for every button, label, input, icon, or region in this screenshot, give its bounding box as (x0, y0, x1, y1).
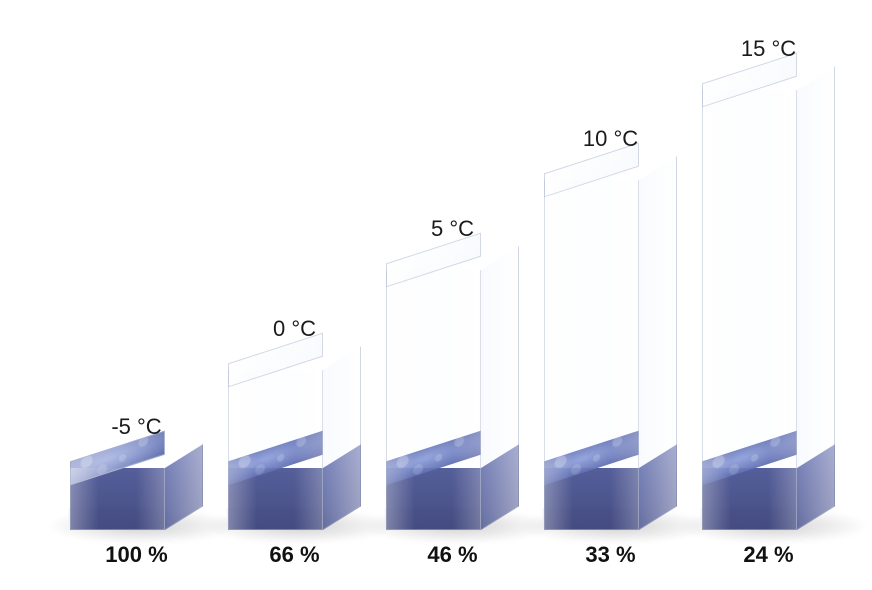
temperature-label: 0 °C (273, 316, 316, 342)
bar-column: 15 °C24 % (702, 26, 835, 530)
percentage-label: 24 % (743, 542, 793, 568)
percentage-label: 33 % (585, 542, 635, 568)
glass-front (228, 370, 323, 530)
bar-column: 5 °C46 % (386, 206, 519, 530)
bar-column: 0 °C66 % (228, 306, 361, 530)
bar-column: -5 °C100 % (70, 404, 203, 530)
glass-side (639, 156, 677, 530)
temperature-label: 15 °C (741, 36, 796, 62)
temperature-label: 5 °C (431, 216, 474, 242)
humidity-3d-bar-chart: -5 °C100 %0 °C66 %5 °C46 %10 °C33 %15 °C… (0, 0, 872, 590)
bar-column: 10 °C33 % (544, 116, 677, 530)
percentage-label: 46 % (427, 542, 477, 568)
percentage-label: 100 % (105, 542, 167, 568)
temperature-label: -5 °C (111, 414, 161, 440)
glass-side (323, 346, 361, 530)
temperature-label: 10 °C (583, 126, 638, 152)
glass-front (544, 180, 639, 530)
glass-front (386, 270, 481, 530)
glass-side (481, 246, 519, 530)
percentage-label: 66 % (269, 542, 319, 568)
glass-front (702, 90, 797, 530)
glass-side (797, 66, 835, 530)
